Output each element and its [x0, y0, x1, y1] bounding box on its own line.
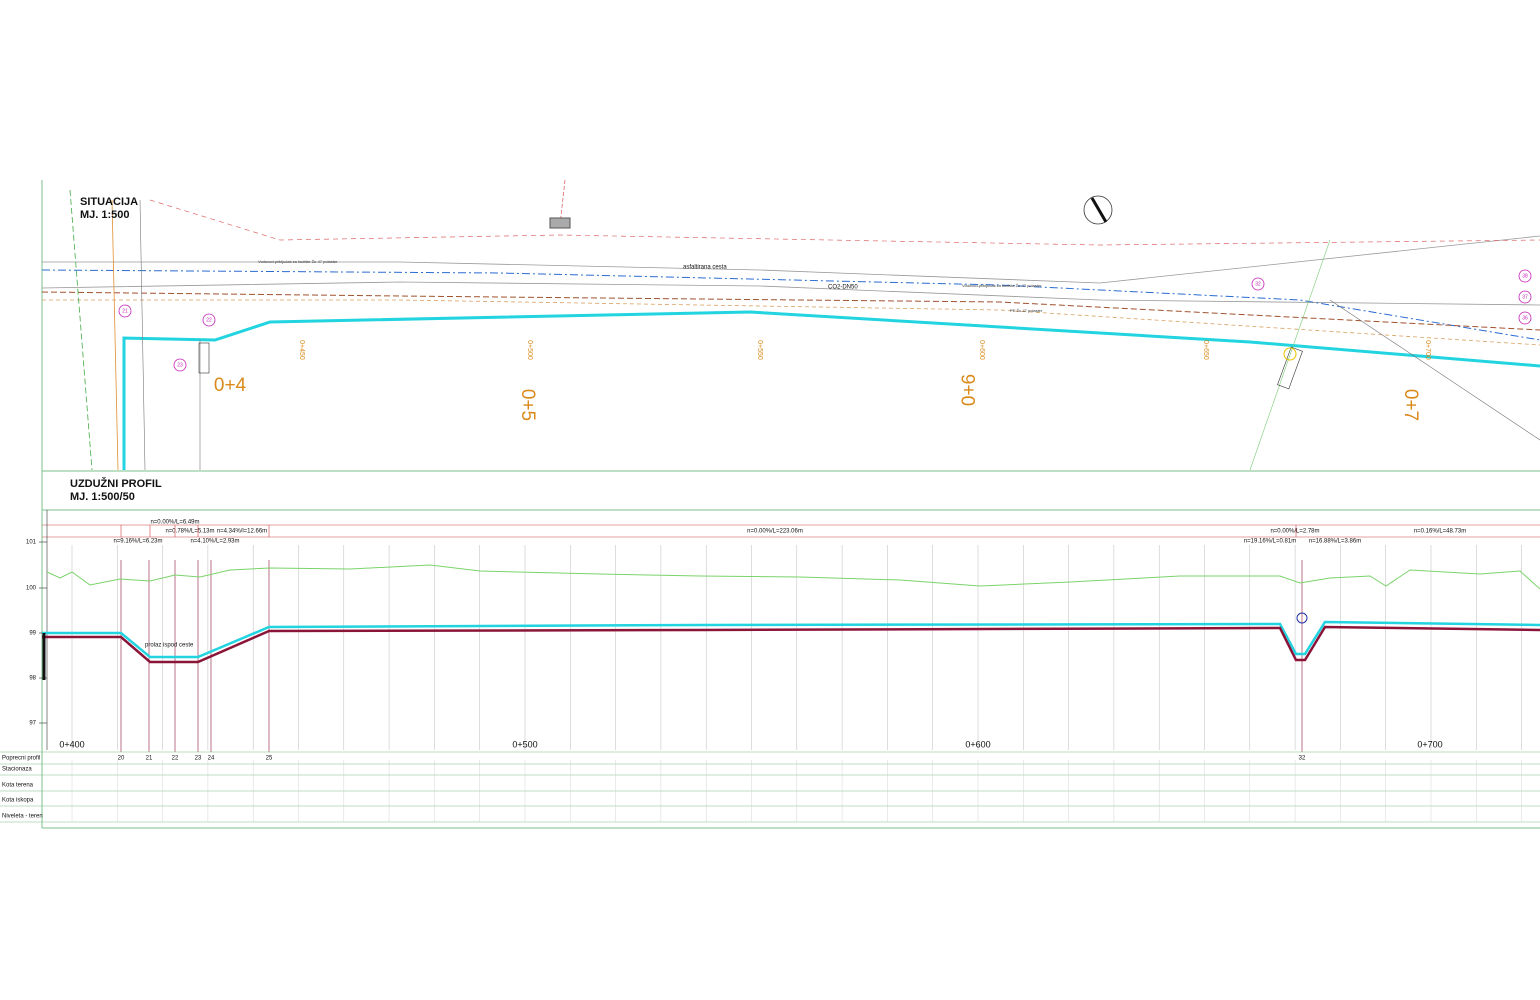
- profile-number: 24: [208, 756, 215, 762]
- plan: [41, 179, 1540, 471]
- plan-marker: [173, 358, 187, 372]
- plan-marker: [118, 304, 132, 318]
- y-label: 100: [26, 586, 37, 592]
- plan-station-small: 0+600: [978, 340, 985, 360]
- plan-marker-label: 36: [1522, 315, 1528, 321]
- slope-label: n=19.16%/L=0.81m: [1244, 539, 1296, 545]
- plan-scale: MJ. 1:500: [80, 209, 130, 221]
- plan-marker-label: 22: [206, 317, 212, 323]
- plan-station-small: 0+450: [298, 340, 305, 360]
- plan-marker-label: 32: [1255, 281, 1261, 287]
- plan-label: Vodovod-priključak za kućište Žu-47 pola…: [962, 283, 1042, 288]
- y-label: 97: [29, 721, 36, 727]
- y-label: 101: [26, 540, 37, 546]
- plan-marker: [1518, 290, 1532, 304]
- frame: [41, 180, 1540, 829]
- row-label: Kota iskopa: [2, 798, 34, 804]
- profile-number: 22: [172, 756, 179, 762]
- slope-label: n=4.10%/L=2.93m: [190, 539, 239, 545]
- y-label: 98: [29, 676, 36, 682]
- plan-marker: [1518, 269, 1532, 283]
- plan-station: 0+6: [959, 374, 980, 406]
- slope-label: n=0.16%/L=48.73m: [1414, 529, 1466, 535]
- table: 20 21 22 23 24 25 32 Poprecni profil Stacionaza K…: [0, 751, 1540, 823]
- slope-label: n=4.34%/l=12.66m: [217, 529, 267, 535]
- plan-label: PE Žu-47 polaster: [1010, 308, 1043, 313]
- row-label: Niveleta - teren: [2, 814, 43, 820]
- slope-label: n=9.16%/L=6.23m: [113, 539, 162, 545]
- row-label: Stacionaza: [2, 767, 32, 773]
- slope-label: n=16.88%/L=3.86m: [1309, 539, 1361, 545]
- slope-band: [42, 510, 1540, 750]
- plan-station-small: 0+700: [1424, 340, 1431, 360]
- plan-station: 0+4: [214, 375, 247, 396]
- plan-marker-label: 21: [122, 308, 128, 314]
- plan-marker-label: 38: [1522, 273, 1528, 279]
- plan-marker-label: 37: [1522, 294, 1528, 300]
- row-label: Poprecni profil: [2, 756, 40, 762]
- profile-number: 21: [146, 756, 153, 762]
- plan-label: CO2-DN50: [828, 285, 858, 291]
- station-label: 0+500: [512, 739, 537, 749]
- plan-marker: [202, 313, 216, 327]
- profile-number: 23: [195, 756, 202, 762]
- plan-station-small: 0+550: [756, 340, 763, 360]
- plan-marker-label: 23: [177, 362, 183, 368]
- profile-title: UZDUŽNI PROFIL: [70, 477, 162, 490]
- profile-header: UZDUŽNI PROFIL MJ. 1:500/50: [70, 477, 162, 503]
- y-label: 99: [29, 631, 36, 637]
- profile-grid: 101 100 99 98 97 0+400 0+500 0+600 0+700: [26, 540, 1522, 752]
- plan-station: 0+7: [1400, 389, 1421, 421]
- station-label: 0+600: [965, 739, 990, 749]
- profile-scale: MJ. 1:500/50: [70, 491, 135, 503]
- plan-station-small: 0+500: [526, 340, 533, 360]
- plan-label: asfaltirana cesta: [683, 265, 727, 271]
- profile-lines: [42, 564, 1540, 680]
- profile-number: 32: [1299, 756, 1306, 762]
- profile-text: prolaz ispod ceste: [145, 643, 194, 649]
- slope-label: n=0.00%/L=6.49m: [150, 520, 199, 526]
- plan-text: SITUACIJA MJ. 1:500 asfaltirana cesta CO…: [80, 196, 1532, 421]
- plan-title: SITUACIJA: [80, 196, 138, 208]
- row-label: Kota terena: [2, 783, 34, 789]
- plan-station: 0+5: [517, 389, 538, 421]
- slope-label: n=0.78%/L=5.13m: [165, 529, 214, 535]
- slope-label: n=0.00%/L=223.06m: [747, 529, 803, 535]
- profile-number: 20: [118, 756, 125, 762]
- slope-label: n=0.00%/L=2.78m: [1270, 529, 1319, 535]
- plan-station-small: 0+650: [1202, 340, 1209, 360]
- profile-number: 25: [266, 756, 273, 762]
- station-label: 0+700: [1417, 739, 1442, 749]
- plan-marker: [1251, 277, 1265, 291]
- profile-note: prolaz ispod ceste: [145, 643, 194, 649]
- plan-label: Vodovod-priključak za kućište Žu-47 pola…: [258, 259, 338, 264]
- station-label: 0+400: [59, 739, 84, 749]
- plan-marker: [1518, 311, 1532, 325]
